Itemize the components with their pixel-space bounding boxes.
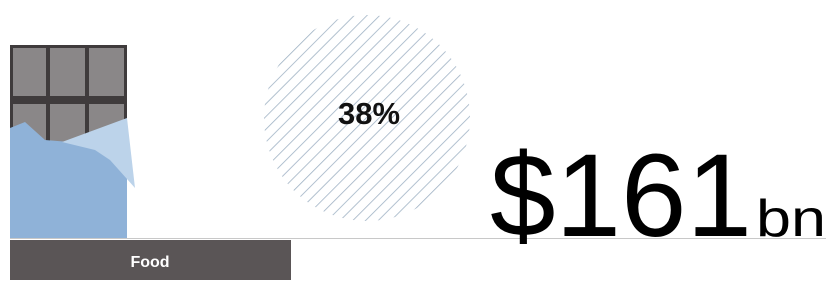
amount: $161 xyxy=(490,130,752,262)
share-label: 38% xyxy=(338,96,400,131)
chocolate-icon xyxy=(10,45,135,238)
infographic: 38% Food $161 bn xyxy=(0,0,831,281)
page: {"category": "Food", "share": "38%", "am… xyxy=(0,0,831,281)
amount-unit: bn xyxy=(756,190,826,248)
category-label: Food xyxy=(130,254,169,271)
